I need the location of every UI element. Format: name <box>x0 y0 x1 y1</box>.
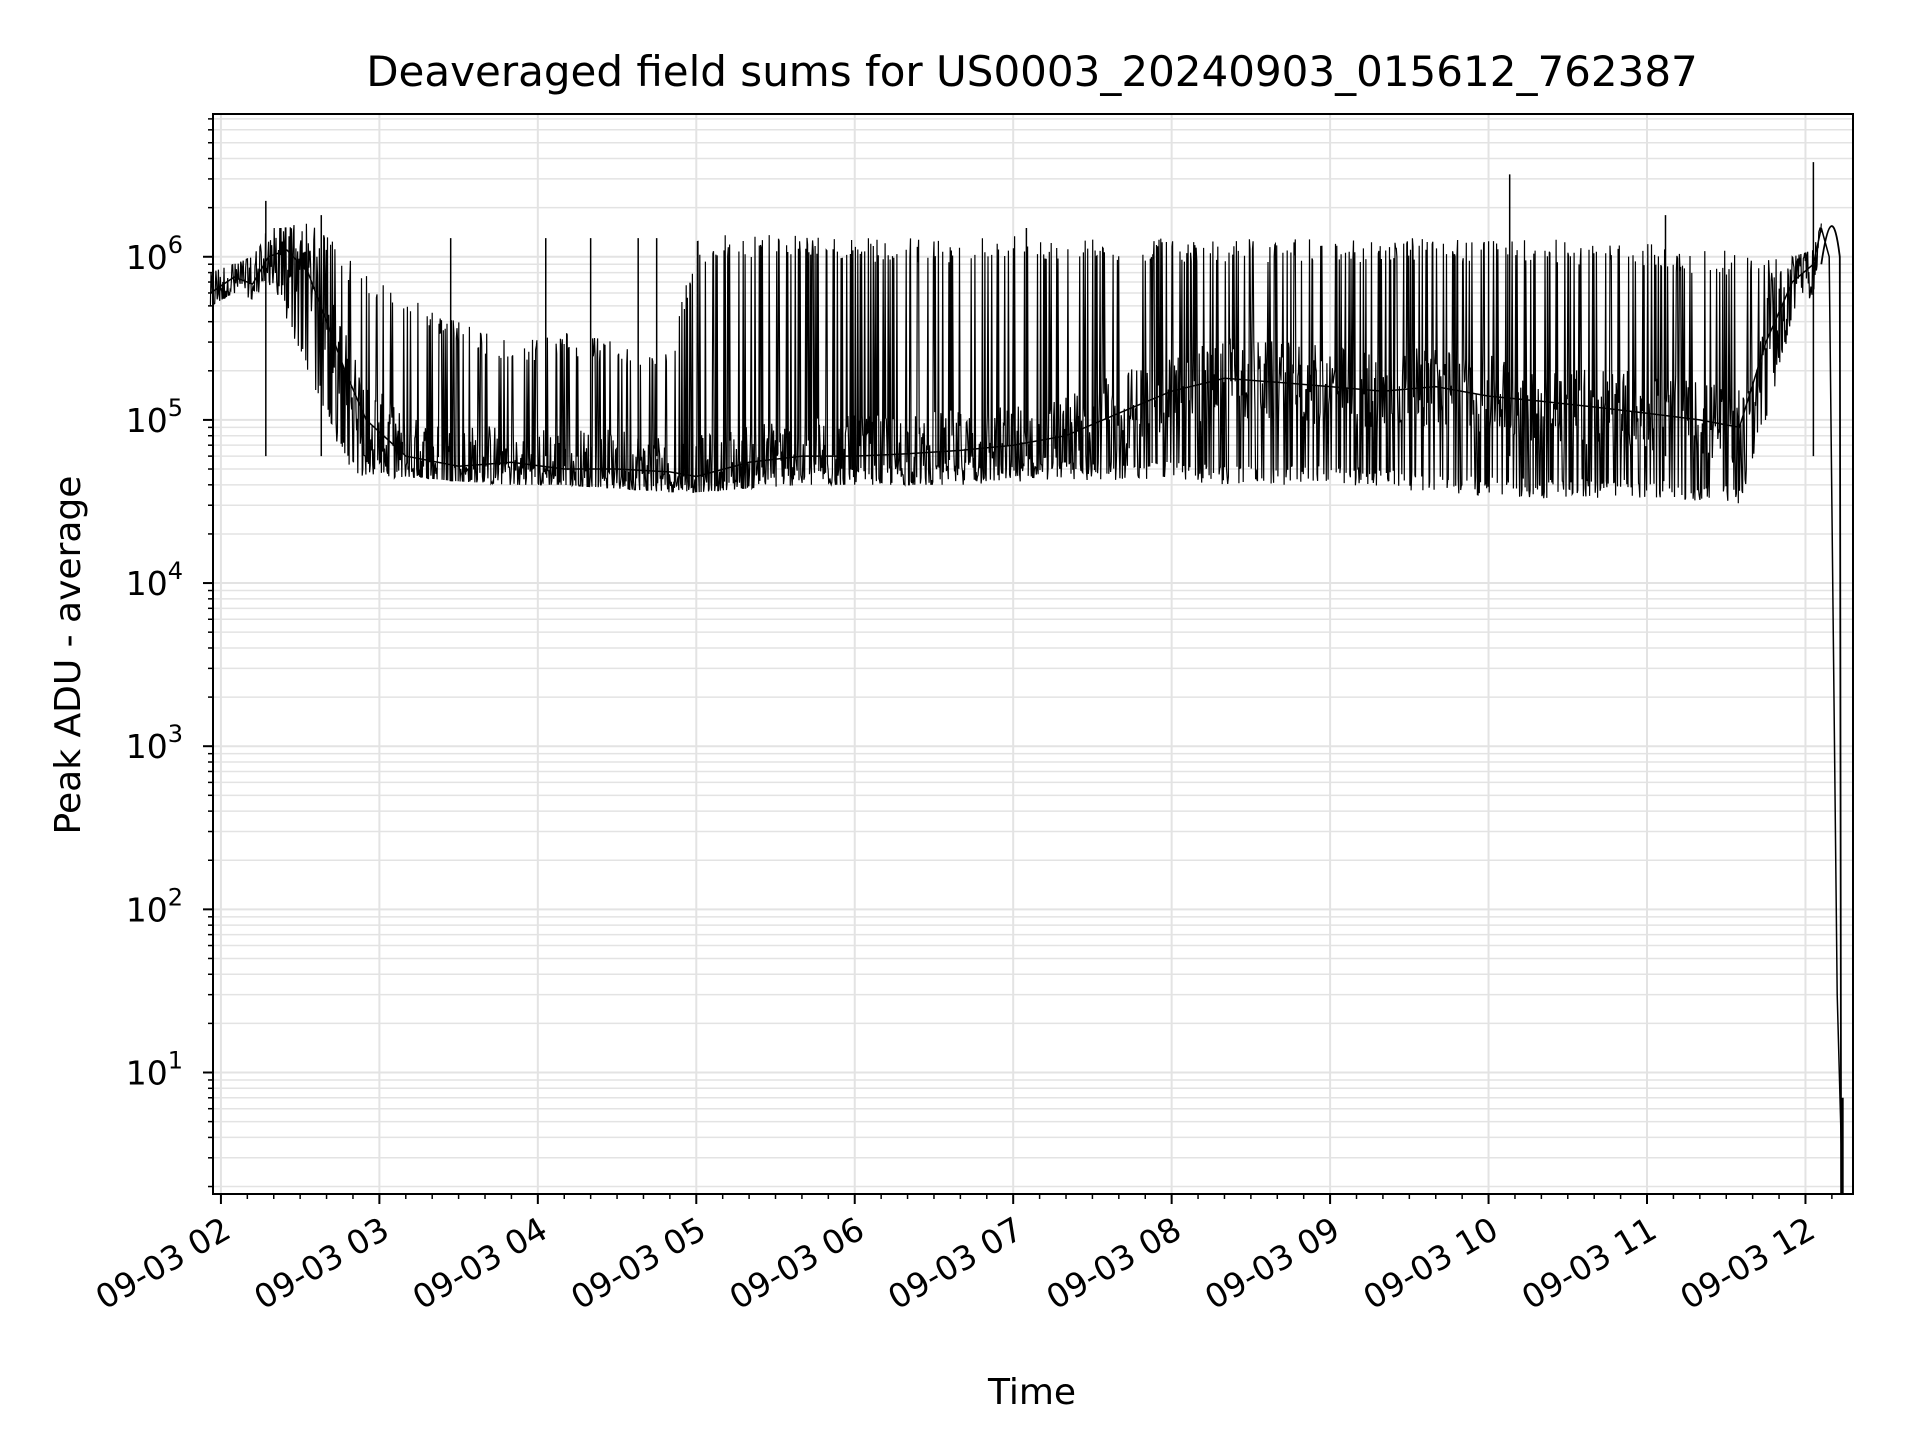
y-tick-label: 102 <box>126 883 183 929</box>
y-axis-label: Peak ADU - average <box>48 476 89 835</box>
chart-title: Deaveraged field sums for US0003_2024090… <box>366 47 1698 96</box>
y-tick-label: 106 <box>126 231 183 277</box>
series-line <box>209 227 1844 1187</box>
y-tick-label: 101 <box>126 1046 183 1092</box>
y-tick-label: 103 <box>126 720 183 766</box>
x-axis-label: Time <box>987 1372 1076 1413</box>
plot-frame <box>212 113 1854 1195</box>
y-axis: 101 102 103 104 105 106 <box>126 118 213 1188</box>
y-tick-label: 105 <box>126 394 183 440</box>
y-tick-label: 104 <box>126 557 183 603</box>
series-line-drop <box>1820 225 1842 1195</box>
series-line-noise <box>209 223 1822 504</box>
plot-area <box>209 162 1844 1195</box>
